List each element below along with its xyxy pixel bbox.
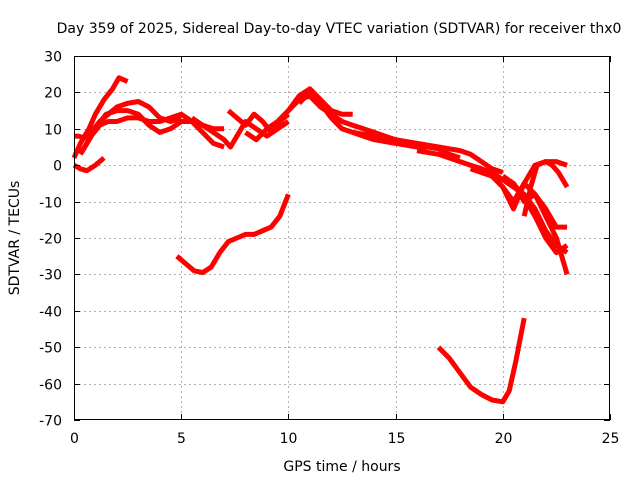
series-group — [71, 75, 570, 405]
y-tick-label: -20 — [39, 232, 62, 248]
x-axis-label: GPS time / hours — [283, 459, 400, 475]
y-axis-label: SDTVAR / TECUs — [7, 181, 23, 296]
series-line-sat-q — [521, 159, 570, 217]
y-tick-label: -30 — [39, 268, 62, 284]
y-tick-label: -70 — [39, 414, 62, 430]
x-tick-label: 20 — [495, 431, 513, 447]
series-line-sat-p — [511, 182, 568, 230]
y-tick-label: 0 — [53, 159, 62, 175]
y-tick-label: 30 — [44, 50, 62, 66]
series-line-sat-k — [352, 129, 504, 175]
x-tick-label: 15 — [388, 431, 406, 447]
y-tick-label: -40 — [39, 305, 62, 321]
series-line-sat-s — [436, 317, 527, 405]
x-tick-label: 5 — [177, 431, 186, 447]
series-line-sat-r — [175, 193, 291, 276]
y-tick-label: 10 — [44, 123, 62, 139]
axis-ticks: 0 5 10 15 20 25 -70 -60 -50 -40 -30 -20 -10 0 10 20 30 — [39, 50, 619, 448]
series-line-sat-n — [479, 159, 568, 212]
series-line-sat-e — [80, 111, 225, 152]
series-line-sat-h — [244, 86, 353, 143]
series-line-sat-l — [416, 148, 569, 255]
series-line-sat-b — [74, 99, 182, 141]
series-line-sat-d — [72, 155, 106, 174]
x-tick-label: 0 — [70, 431, 79, 447]
y-tick-label: -50 — [39, 341, 62, 357]
chart-title: Day 359 of 2025, Sidereal Day-to-day VTE… — [57, 21, 622, 37]
y-tick-label: 20 — [44, 86, 62, 102]
x-tick-label: 25 — [602, 431, 620, 447]
y-tick-label: -10 — [39, 196, 62, 212]
y-tick-label: -60 — [39, 378, 62, 394]
x-tick-label: 10 — [280, 431, 298, 447]
series-line-sat-i — [275, 93, 397, 143]
series-line-sat-a — [71, 75, 129, 159]
